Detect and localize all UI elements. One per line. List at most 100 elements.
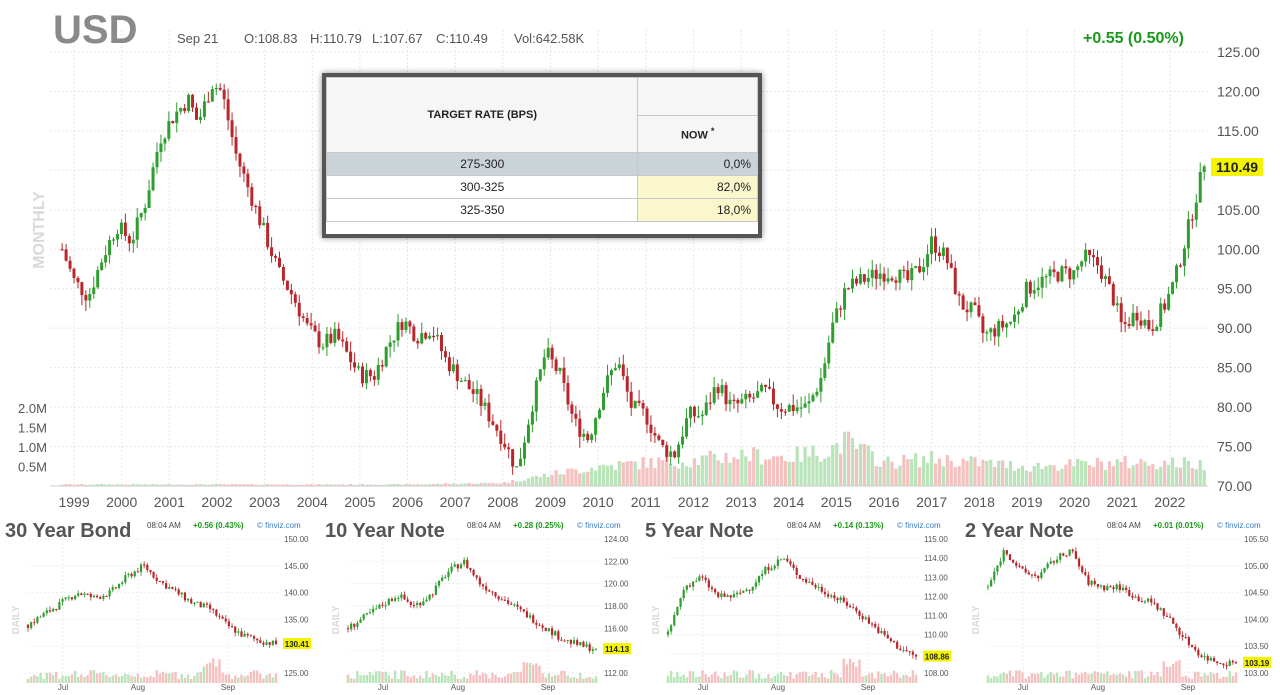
candle-body bbox=[380, 365, 384, 367]
candle-body bbox=[1099, 585, 1103, 587]
candle-body bbox=[899, 648, 902, 651]
candle-body bbox=[688, 585, 692, 587]
volume-bar bbox=[1159, 676, 1162, 683]
x-tick-label: 2012 bbox=[678, 494, 709, 510]
candle-body bbox=[754, 582, 757, 587]
volume-bar bbox=[1005, 468, 1009, 486]
candle-body bbox=[720, 385, 724, 394]
volume-bar bbox=[886, 676, 889, 683]
volume-bar bbox=[613, 469, 617, 486]
volume-bar bbox=[870, 672, 874, 683]
candle-body bbox=[1182, 248, 1186, 266]
volume-bar bbox=[676, 671, 679, 683]
candle-body bbox=[739, 592, 742, 594]
volume-bar bbox=[484, 673, 488, 683]
candle-body bbox=[252, 636, 256, 639]
volume-bar bbox=[1043, 677, 1046, 683]
volume-bar bbox=[1172, 663, 1175, 683]
volume-bar bbox=[779, 455, 783, 486]
main-axes: 70.00 75.00 80.00 85.00 90.00 95.00 100.00 105.… bbox=[18, 44, 1260, 510]
candle-body bbox=[400, 594, 403, 598]
last-price-label: 110.49 bbox=[1216, 159, 1258, 175]
candle-body bbox=[1106, 586, 1109, 591]
volume-bar bbox=[1234, 672, 1238, 683]
candle-body bbox=[515, 466, 519, 468]
candle-body bbox=[708, 402, 712, 404]
candle-body bbox=[736, 399, 740, 404]
volume-bar bbox=[771, 456, 776, 486]
candle-body bbox=[621, 364, 625, 377]
candle-body bbox=[1056, 272, 1060, 282]
candle-body bbox=[372, 376, 376, 380]
volume-bar bbox=[384, 484, 388, 486]
candle-body bbox=[246, 173, 250, 188]
volume-bar bbox=[161, 671, 165, 683]
volume-bar bbox=[1072, 466, 1076, 486]
candle-body bbox=[479, 388, 483, 406]
volume-bar bbox=[472, 675, 475, 683]
x-tick-label: Sep bbox=[1181, 683, 1196, 692]
candle-body bbox=[770, 568, 773, 571]
candle-body bbox=[598, 409, 602, 419]
candle-body bbox=[707, 580, 710, 588]
table-row: 275-300 0,0% bbox=[325, 152, 758, 176]
candle-body bbox=[572, 640, 576, 644]
candle-body bbox=[224, 618, 227, 622]
x-tick-label: Jul bbox=[698, 683, 708, 692]
volume-bar bbox=[174, 671, 177, 683]
candle-body bbox=[55, 608, 58, 610]
candle-body bbox=[424, 333, 428, 339]
candle-body bbox=[293, 294, 297, 303]
candle-body bbox=[503, 443, 507, 448]
volume-bar bbox=[61, 675, 64, 683]
volume-bar bbox=[645, 467, 649, 486]
volume-bar bbox=[503, 482, 507, 486]
volume-bar bbox=[26, 678, 30, 683]
candle-body bbox=[1127, 324, 1131, 326]
volume-bar bbox=[574, 469, 578, 486]
volume-bar bbox=[525, 662, 529, 683]
volume-bar bbox=[845, 664, 849, 683]
volume-bar bbox=[700, 455, 704, 486]
candle-body bbox=[48, 610, 52, 612]
candle-body bbox=[811, 395, 815, 402]
volume-bar bbox=[254, 484, 258, 486]
candle-body bbox=[174, 588, 177, 590]
volume-bar bbox=[208, 662, 212, 683]
candle-body bbox=[679, 598, 682, 607]
rate-probability: 18,0% bbox=[637, 198, 758, 222]
volume-bar bbox=[1228, 671, 1231, 683]
x-tick-label: 2018 bbox=[964, 494, 995, 510]
x-tick-label: Sep bbox=[861, 683, 876, 692]
candle-body bbox=[896, 641, 899, 649]
volume-bar bbox=[238, 484, 242, 486]
candle-body bbox=[77, 593, 80, 596]
volume-bar bbox=[115, 484, 120, 486]
candle-body bbox=[867, 617, 871, 624]
candle-body bbox=[579, 642, 582, 645]
candle-body bbox=[613, 368, 617, 371]
y-tick-label: 105.00 bbox=[1217, 202, 1260, 218]
volume-bar bbox=[588, 677, 591, 683]
volume-bar bbox=[180, 674, 184, 683]
header-blank-cell bbox=[637, 77, 758, 116]
volume-bar bbox=[1139, 458, 1143, 486]
volume-bar bbox=[748, 461, 752, 486]
volume-bar bbox=[1001, 460, 1005, 486]
volume-bar bbox=[657, 457, 661, 486]
candle-body bbox=[874, 269, 878, 279]
candle-body bbox=[70, 597, 74, 600]
candle-body bbox=[360, 366, 364, 384]
volume-bar bbox=[422, 678, 425, 683]
volume-bar bbox=[895, 673, 899, 683]
candle-body bbox=[249, 635, 252, 637]
candle-body bbox=[368, 370, 372, 377]
candle-body bbox=[534, 380, 538, 412]
volume-bar bbox=[713, 671, 717, 683]
now-label: NOW bbox=[680, 129, 708, 142]
candle-body bbox=[566, 640, 569, 642]
volume-bar bbox=[479, 482, 483, 486]
volume-bar bbox=[1159, 466, 1163, 486]
candle-body bbox=[139, 212, 143, 218]
now-footnote-mark: * bbox=[710, 125, 715, 136]
